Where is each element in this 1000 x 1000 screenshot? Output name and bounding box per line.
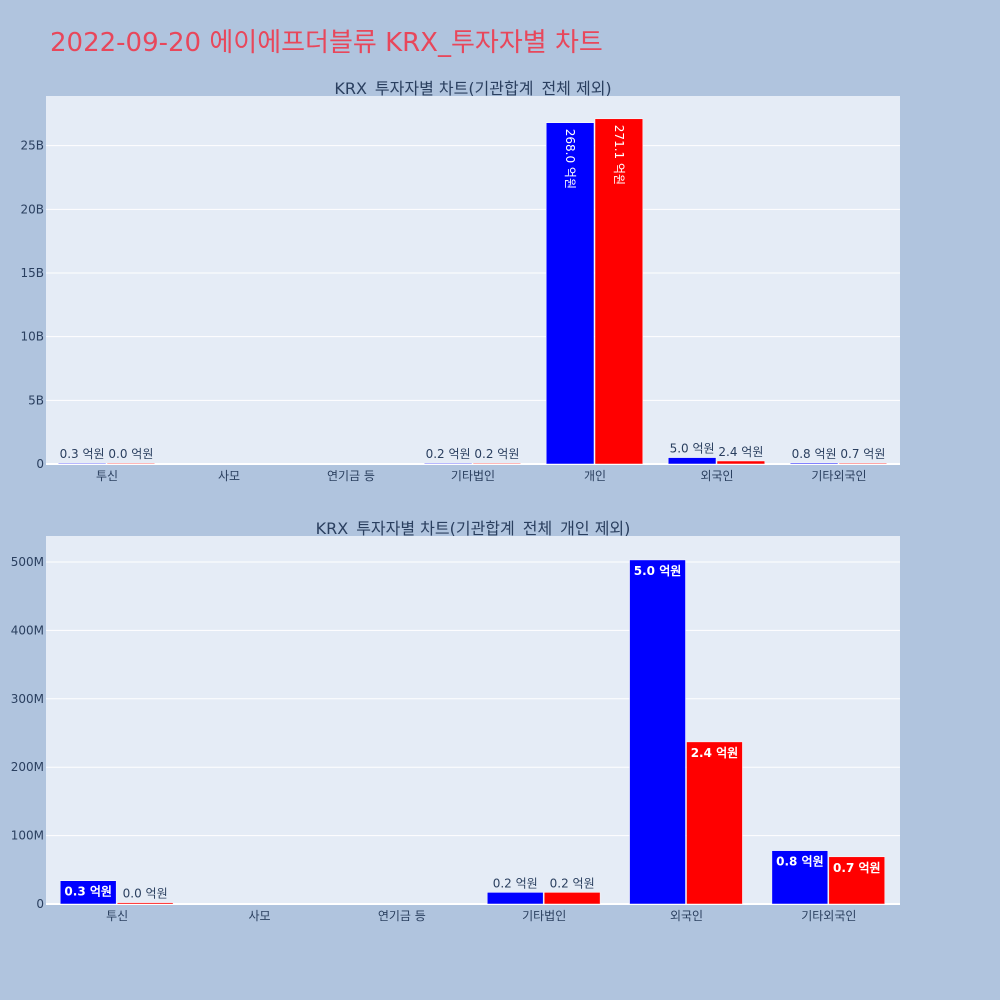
x-tick-label: 외국인: [700, 469, 733, 483]
data-label: 0.2 억원: [474, 447, 519, 461]
y-tick-label: 400M: [11, 623, 44, 637]
bar: [423, 462, 473, 465]
x-tick-label: 기타외국인: [811, 469, 866, 483]
bar: [789, 462, 839, 465]
x-tick-label: 기타외국인: [801, 909, 856, 923]
x-tick-label: 개인: [584, 469, 606, 483]
bar: [828, 856, 886, 905]
data-label: 0.2 억원: [426, 447, 471, 461]
bar: [594, 118, 644, 465]
data-label: 0.0 억원: [108, 447, 153, 461]
y-tick-label: 200M: [11, 760, 44, 774]
data-label: 0.3 억원: [60, 447, 105, 461]
plot-area: [46, 536, 900, 904]
bar: [667, 457, 717, 465]
x-tick-label: 외국인: [670, 909, 703, 923]
x-tick-label: 사모: [218, 469, 240, 483]
y-tick-label: 15B: [20, 266, 44, 280]
data-label: 268.0 억원: [563, 129, 577, 189]
bar: [629, 559, 686, 905]
page-title: 2022-09-20 에이에프더블류 KRX_투자자별 차트: [50, 28, 603, 58]
data-label: 0.8 억원: [792, 447, 837, 461]
data-label: 5.0 억원: [634, 564, 682, 578]
x-tick-label: 연기금 등: [327, 469, 375, 483]
plot-area: [46, 96, 900, 464]
chart-title: KRX_투자자별 차트(기관합계_전체 제외): [334, 79, 611, 99]
x-tick-label: 사모: [248, 909, 270, 923]
data-label: 0.3 억원: [64, 885, 112, 899]
y-tick-label: 5B: [28, 393, 44, 407]
bar: [545, 122, 595, 465]
bar: [686, 741, 743, 905]
bar: [486, 892, 544, 905]
y-tick-label: 25B: [20, 139, 44, 153]
data-label: 271.1 억원: [612, 125, 626, 185]
x-tick-label: 투신: [96, 469, 118, 483]
data-label: 2.4 억원: [718, 445, 763, 459]
data-label: 0.0 억원: [123, 887, 168, 901]
data-label: 0.2 억원: [550, 876, 595, 890]
bar: [543, 892, 601, 905]
y-tick-label: 100M: [11, 829, 44, 843]
y-tick-label: 0: [36, 897, 44, 911]
y-tick-label: 10B: [20, 330, 44, 344]
investor-chart-excluding-individual: KRX_투자자별 차트(기관합계_전체_개인 제외) 0 100M 200M 300M 4…: [11, 519, 900, 923]
y-tick-label: 500M: [11, 555, 44, 569]
data-label: 2.4 억원: [691, 746, 739, 760]
y-tick-label: 0: [36, 457, 44, 471]
x-tick-label: 기타법인: [522, 909, 566, 923]
x-tick-label: 기타법인: [451, 469, 495, 483]
chart-title: KRX_투자자별 차트(기관합계_전체_개인 제외): [316, 519, 631, 539]
bar: [59, 880, 117, 905]
data-label: 0.7 억원: [833, 861, 881, 875]
bar: [57, 462, 107, 465]
data-label: 0.2 억원: [493, 876, 538, 890]
investor-chart-all: KRX_투자자별 차트(기관합계_전체 제외) 0 5B 10B 15B 20B 25B 투신…: [20, 79, 900, 483]
bar: [838, 462, 888, 465]
y-tick-label: 300M: [11, 692, 44, 706]
bar: [472, 462, 522, 465]
bar: [716, 460, 766, 465]
bar: [116, 902, 174, 905]
x-tick-label: 투신: [106, 909, 128, 923]
data-label: 5.0 억원: [670, 442, 715, 456]
x-tick-label: 연기금 등: [378, 909, 426, 923]
bar: [106, 462, 156, 465]
data-label: 0.8 억원: [776, 855, 824, 869]
y-tick-label: 20B: [20, 202, 44, 216]
data-label: 0.7 억원: [840, 447, 885, 461]
bar: [771, 850, 829, 905]
